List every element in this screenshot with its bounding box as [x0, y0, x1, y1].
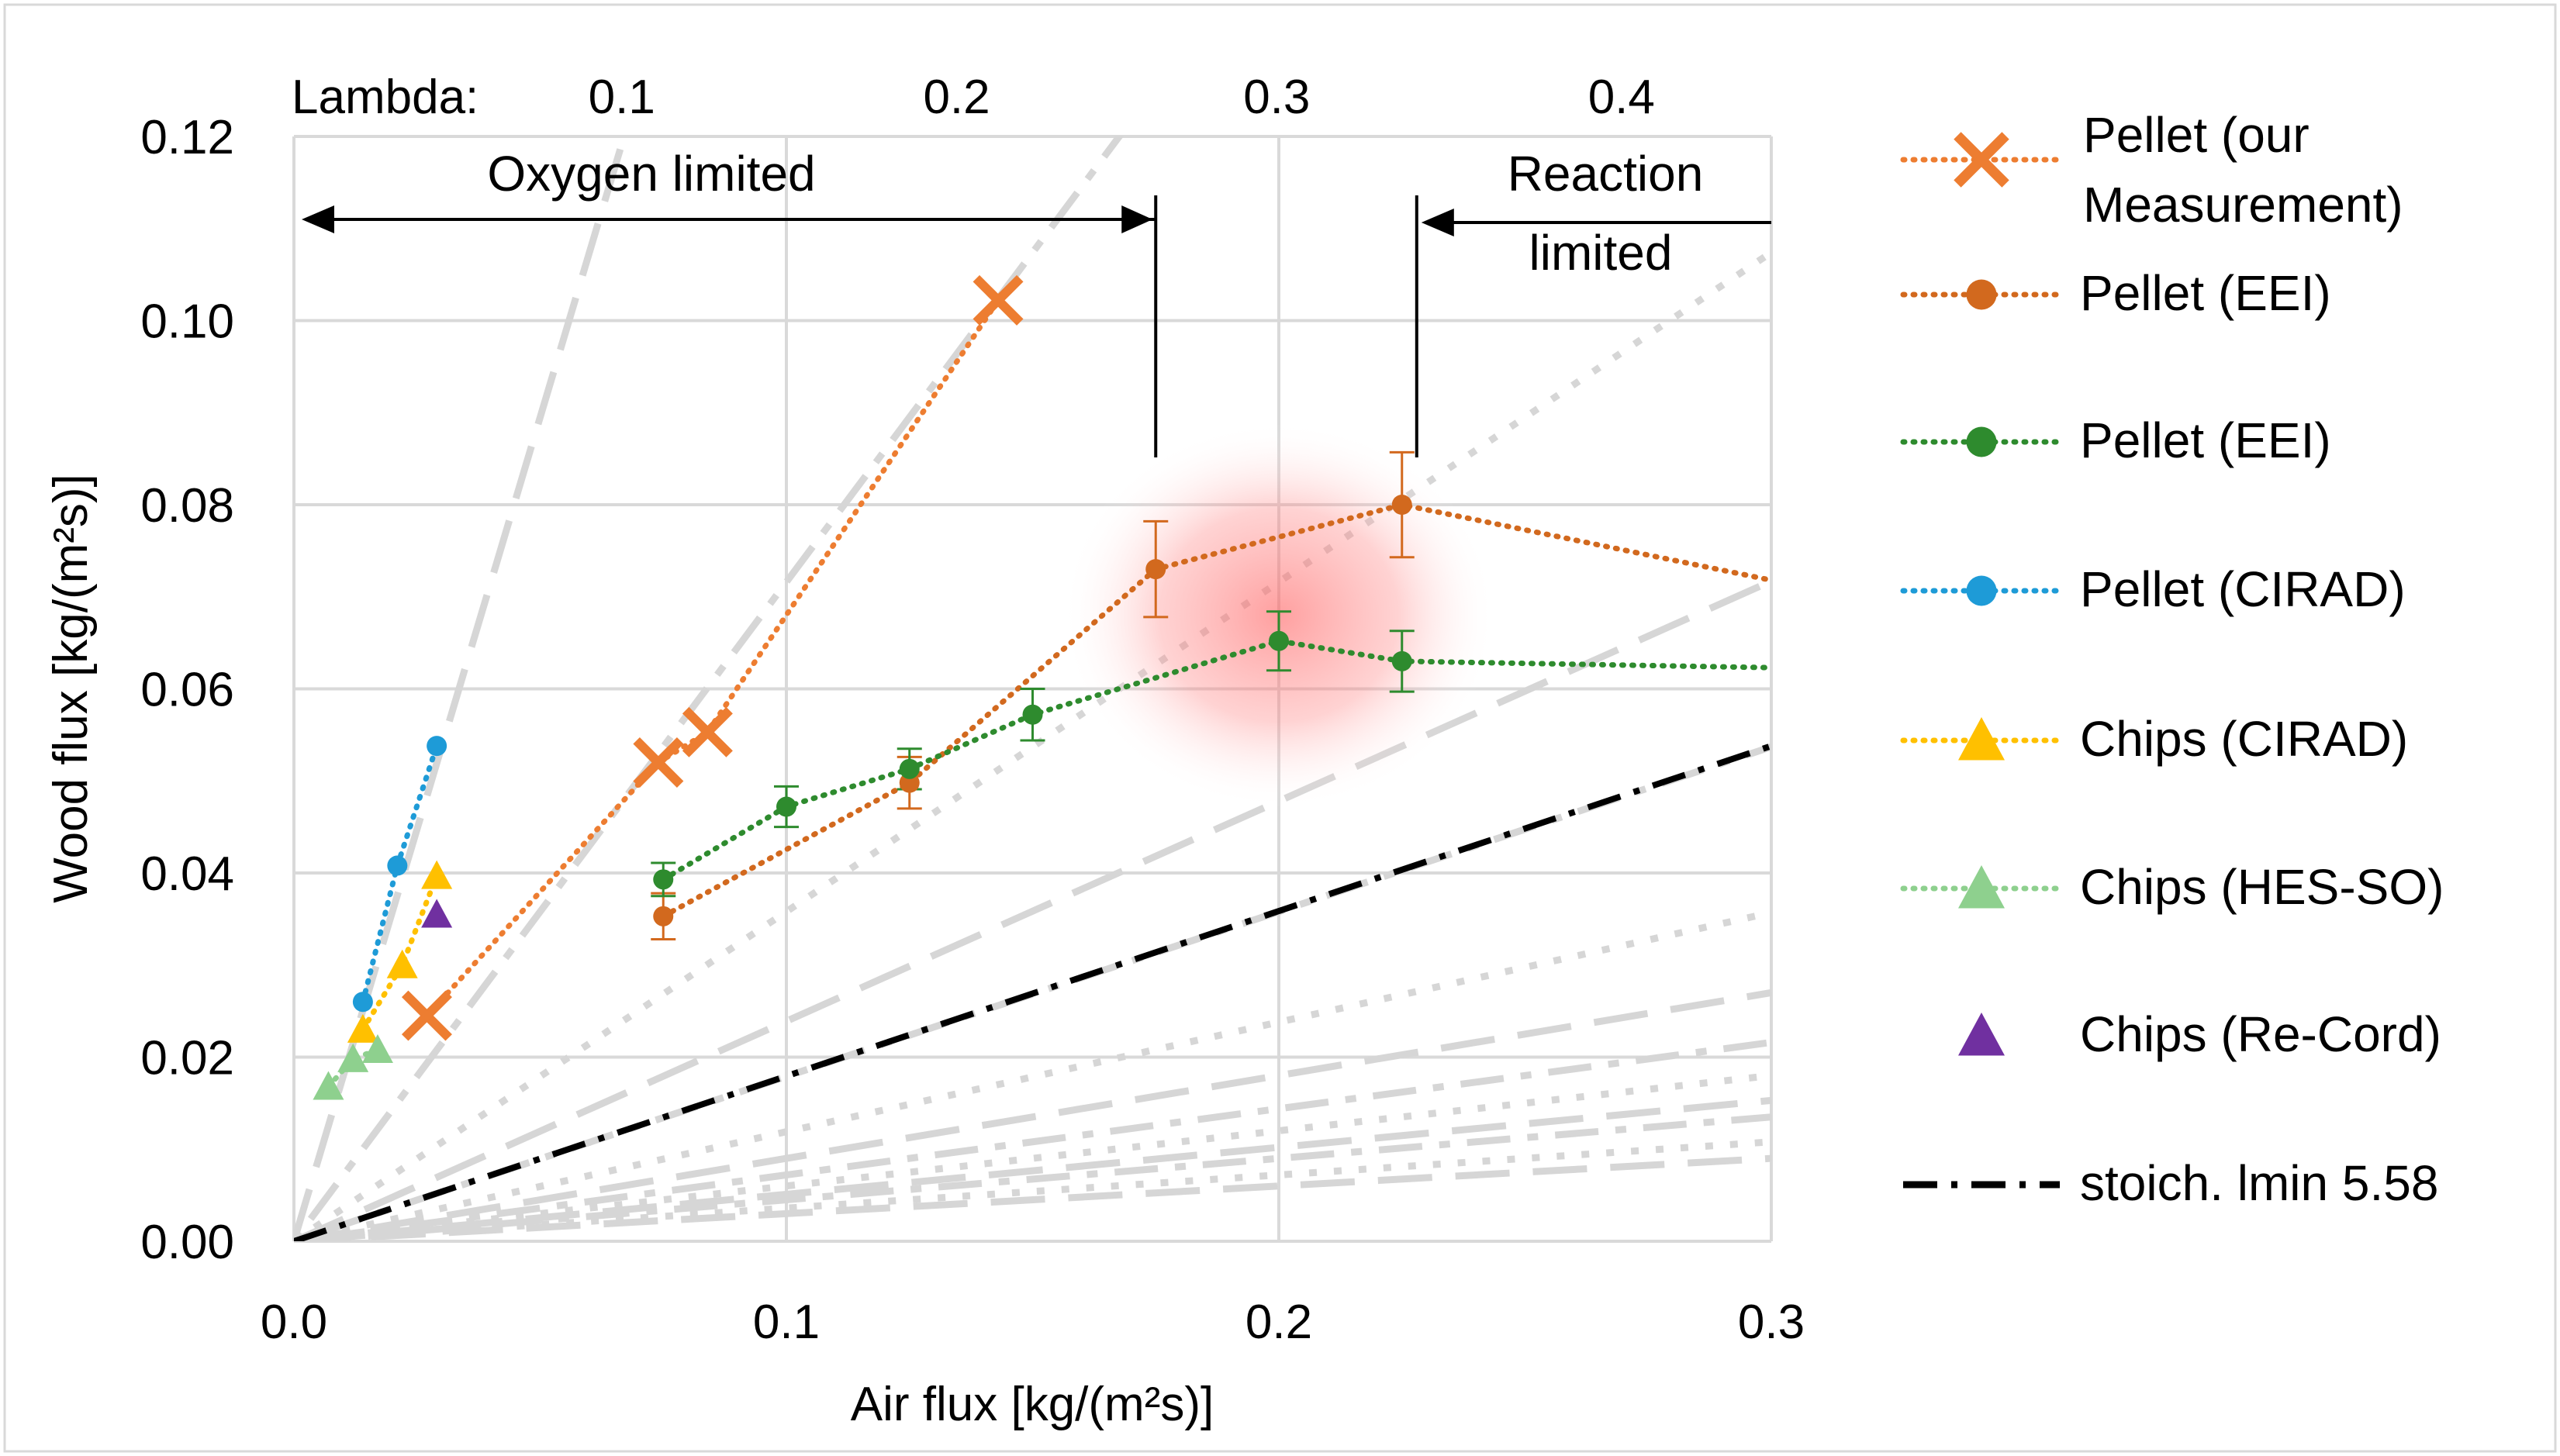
legend-item-2: Pellet (EEI): [1900, 412, 2331, 468]
y-axis-title: Wood flux [kg/(m²s)]: [44, 474, 98, 903]
series-3-point-1: [387, 855, 408, 876]
error-bars: [651, 450, 1415, 940]
legend-marker-1: [1966, 279, 1997, 310]
legend-label-5: Chips (HES-SO): [2080, 859, 2444, 915]
legend-marker-0-stroke-b: [1954, 132, 2009, 188]
series-2-point-5: [1391, 650, 1412, 671]
reaction-limited-arrow-head: [1421, 209, 1454, 236]
legend: Pellet (our Measurement) Pellet (EEI) Pelle…: [1900, 107, 2444, 1211]
series-5-point-0: [313, 1071, 344, 1100]
series-6-point-0: [421, 899, 453, 928]
y-tick-label-2: 0.04: [140, 847, 234, 901]
legend-item-4: Chips (CIRAD): [1900, 711, 2408, 767]
lambda-guide-line-1: [294, 136, 1124, 1241]
legend-label-0-line1: Pellet (our: [2083, 107, 2310, 163]
y-axis-tick-labels: 0.00 0.02 0.04 0.06 0.08 0.10 0.12: [140, 111, 234, 1269]
series-0-point-0: [401, 990, 452, 1041]
series-4-line: [360, 873, 440, 1033]
lambda-guide-line-6: [294, 988, 1771, 1241]
series-markers: [313, 274, 1412, 1100]
series-4-point-2: [421, 860, 453, 889]
series-0-point-1: [633, 737, 684, 788]
legend-label-0-line2: Measurement): [2083, 177, 2403, 233]
x-tick-label-2: 0.2: [1245, 1296, 1312, 1349]
series-2-point-2: [899, 758, 920, 779]
legend-label-2: Pellet (EEI): [2080, 412, 2331, 468]
series-5-point-2: [361, 1034, 393, 1063]
series-7-line: [294, 743, 1771, 1241]
series-3-point-2: [427, 736, 447, 757]
lambda-scale: Lambda: 0.1 0.2 0.3 0.4: [292, 71, 1655, 124]
series-3-point-0: [352, 992, 373, 1013]
legend-marker-0: [1954, 132, 2009, 188]
series-0-point-0-stroke-b: [401, 990, 452, 1041]
legend-item-0: Pellet (our Measurement): [1900, 107, 2403, 233]
legend-marker-4: [1958, 717, 2005, 761]
oxygen-limited-label: Oxygen limited: [487, 146, 815, 202]
legend-item-1: Pellet (EEI): [1900, 265, 2331, 321]
reaction-limited-label-line2: limited: [1529, 225, 1673, 281]
series-1-point-1: [899, 772, 920, 793]
series-1-point-0: [653, 906, 674, 926]
legend-label-1: Pellet (EEI): [2080, 265, 2331, 321]
lambda-tick-label-3: 0.4: [1588, 71, 1655, 124]
series-0-point-1-stroke-b: [633, 737, 684, 788]
y-tick-label-3: 0.06: [140, 664, 234, 717]
series-5-point-1: [337, 1043, 369, 1072]
series-2-point-4: [1269, 630, 1289, 651]
series-1-point-2: [1145, 559, 1166, 580]
lambda-tick-labels: 0.1 0.2 0.3 0.4: [589, 71, 1655, 124]
legend-item-3: Pellet (CIRAD): [1900, 561, 2406, 617]
series-2-point-0: [653, 869, 674, 890]
lambda-label: Lambda:: [292, 71, 478, 124]
legend-label-6: Chips (Re-Cord): [2080, 1006, 2441, 1062]
lambda-tick-label-0: 0.1: [589, 71, 655, 124]
series-0-point-2-stroke-b: [682, 706, 733, 757]
legend-label-7: stoich. lmin 5.58: [2080, 1155, 2438, 1211]
y-tick-label-1: 0.02: [140, 1032, 234, 1085]
lambda-guide-line-10: [294, 1113, 1771, 1241]
series-0-point-3: [973, 274, 1024, 326]
series-2-point-3: [1022, 704, 1043, 725]
legend-marker-5: [1958, 865, 2005, 909]
series-0-point-2: [682, 706, 733, 757]
lambda-guide-line-7: [294, 1039, 1771, 1241]
series-4-point-1: [386, 949, 418, 978]
series-1-point-3: [1391, 495, 1412, 515]
lambda-guide-lines: [294, 136, 1771, 1241]
lambda-guide-line-0: [294, 136, 628, 1241]
x-tick-label-0: 0.0: [261, 1296, 327, 1349]
series-0-line: [423, 297, 1001, 1019]
series-0-point-3-stroke-b: [973, 274, 1024, 326]
legend-label-4: Chips (CIRAD): [2080, 711, 2408, 767]
legend-item-6: Chips (Re-Cord): [1958, 1006, 2441, 1062]
legend-marker-3: [1966, 575, 1997, 606]
legend-marker-2: [1966, 426, 1997, 457]
oxygen-limited-arrow-head: [302, 205, 334, 233]
legend-marker-6: [1958, 1013, 2005, 1056]
y-tick-label-6: 0.12: [140, 111, 234, 164]
y-tick-label-5: 0.10: [140, 295, 234, 349]
y-tick-label-4: 0.08: [140, 479, 234, 533]
lambda-guide-line-5: [294, 909, 1771, 1241]
lambda-guide-line-12: [294, 1154, 1771, 1241]
oxygen-limited-arrow-head-right: [1121, 205, 1153, 233]
legend-label-3: Pellet (CIRAD): [2080, 561, 2406, 617]
x-tick-label-1: 0.1: [753, 1296, 820, 1349]
x-tick-label-3: 0.3: [1738, 1296, 1805, 1349]
x-axis-title: Air flux [kg/(m²s)]: [851, 1378, 1214, 1431]
lambda-tick-label-1: 0.2: [923, 71, 990, 124]
legend-item-5: Chips (HES-SO): [1900, 859, 2444, 915]
series-4-point-0: [347, 1013, 378, 1043]
lambda-guide-line-3: [294, 578, 1771, 1241]
regime-boundary-arrows: [302, 195, 1771, 457]
x-axis-tick-labels: 0.0 0.1 0.2 0.3: [261, 1296, 1805, 1349]
lambda-tick-label-2: 0.3: [1243, 71, 1310, 124]
legend-item-7: stoich. lmin 5.58: [1903, 1155, 2438, 1211]
y-tick-label-0: 0.00: [140, 1216, 234, 1269]
reaction-limited-label-line1: Reaction: [1508, 146, 1704, 202]
regime-annotations: Oxygen limited Reaction limited: [302, 146, 1771, 457]
series-2-point-1: [776, 796, 796, 817]
